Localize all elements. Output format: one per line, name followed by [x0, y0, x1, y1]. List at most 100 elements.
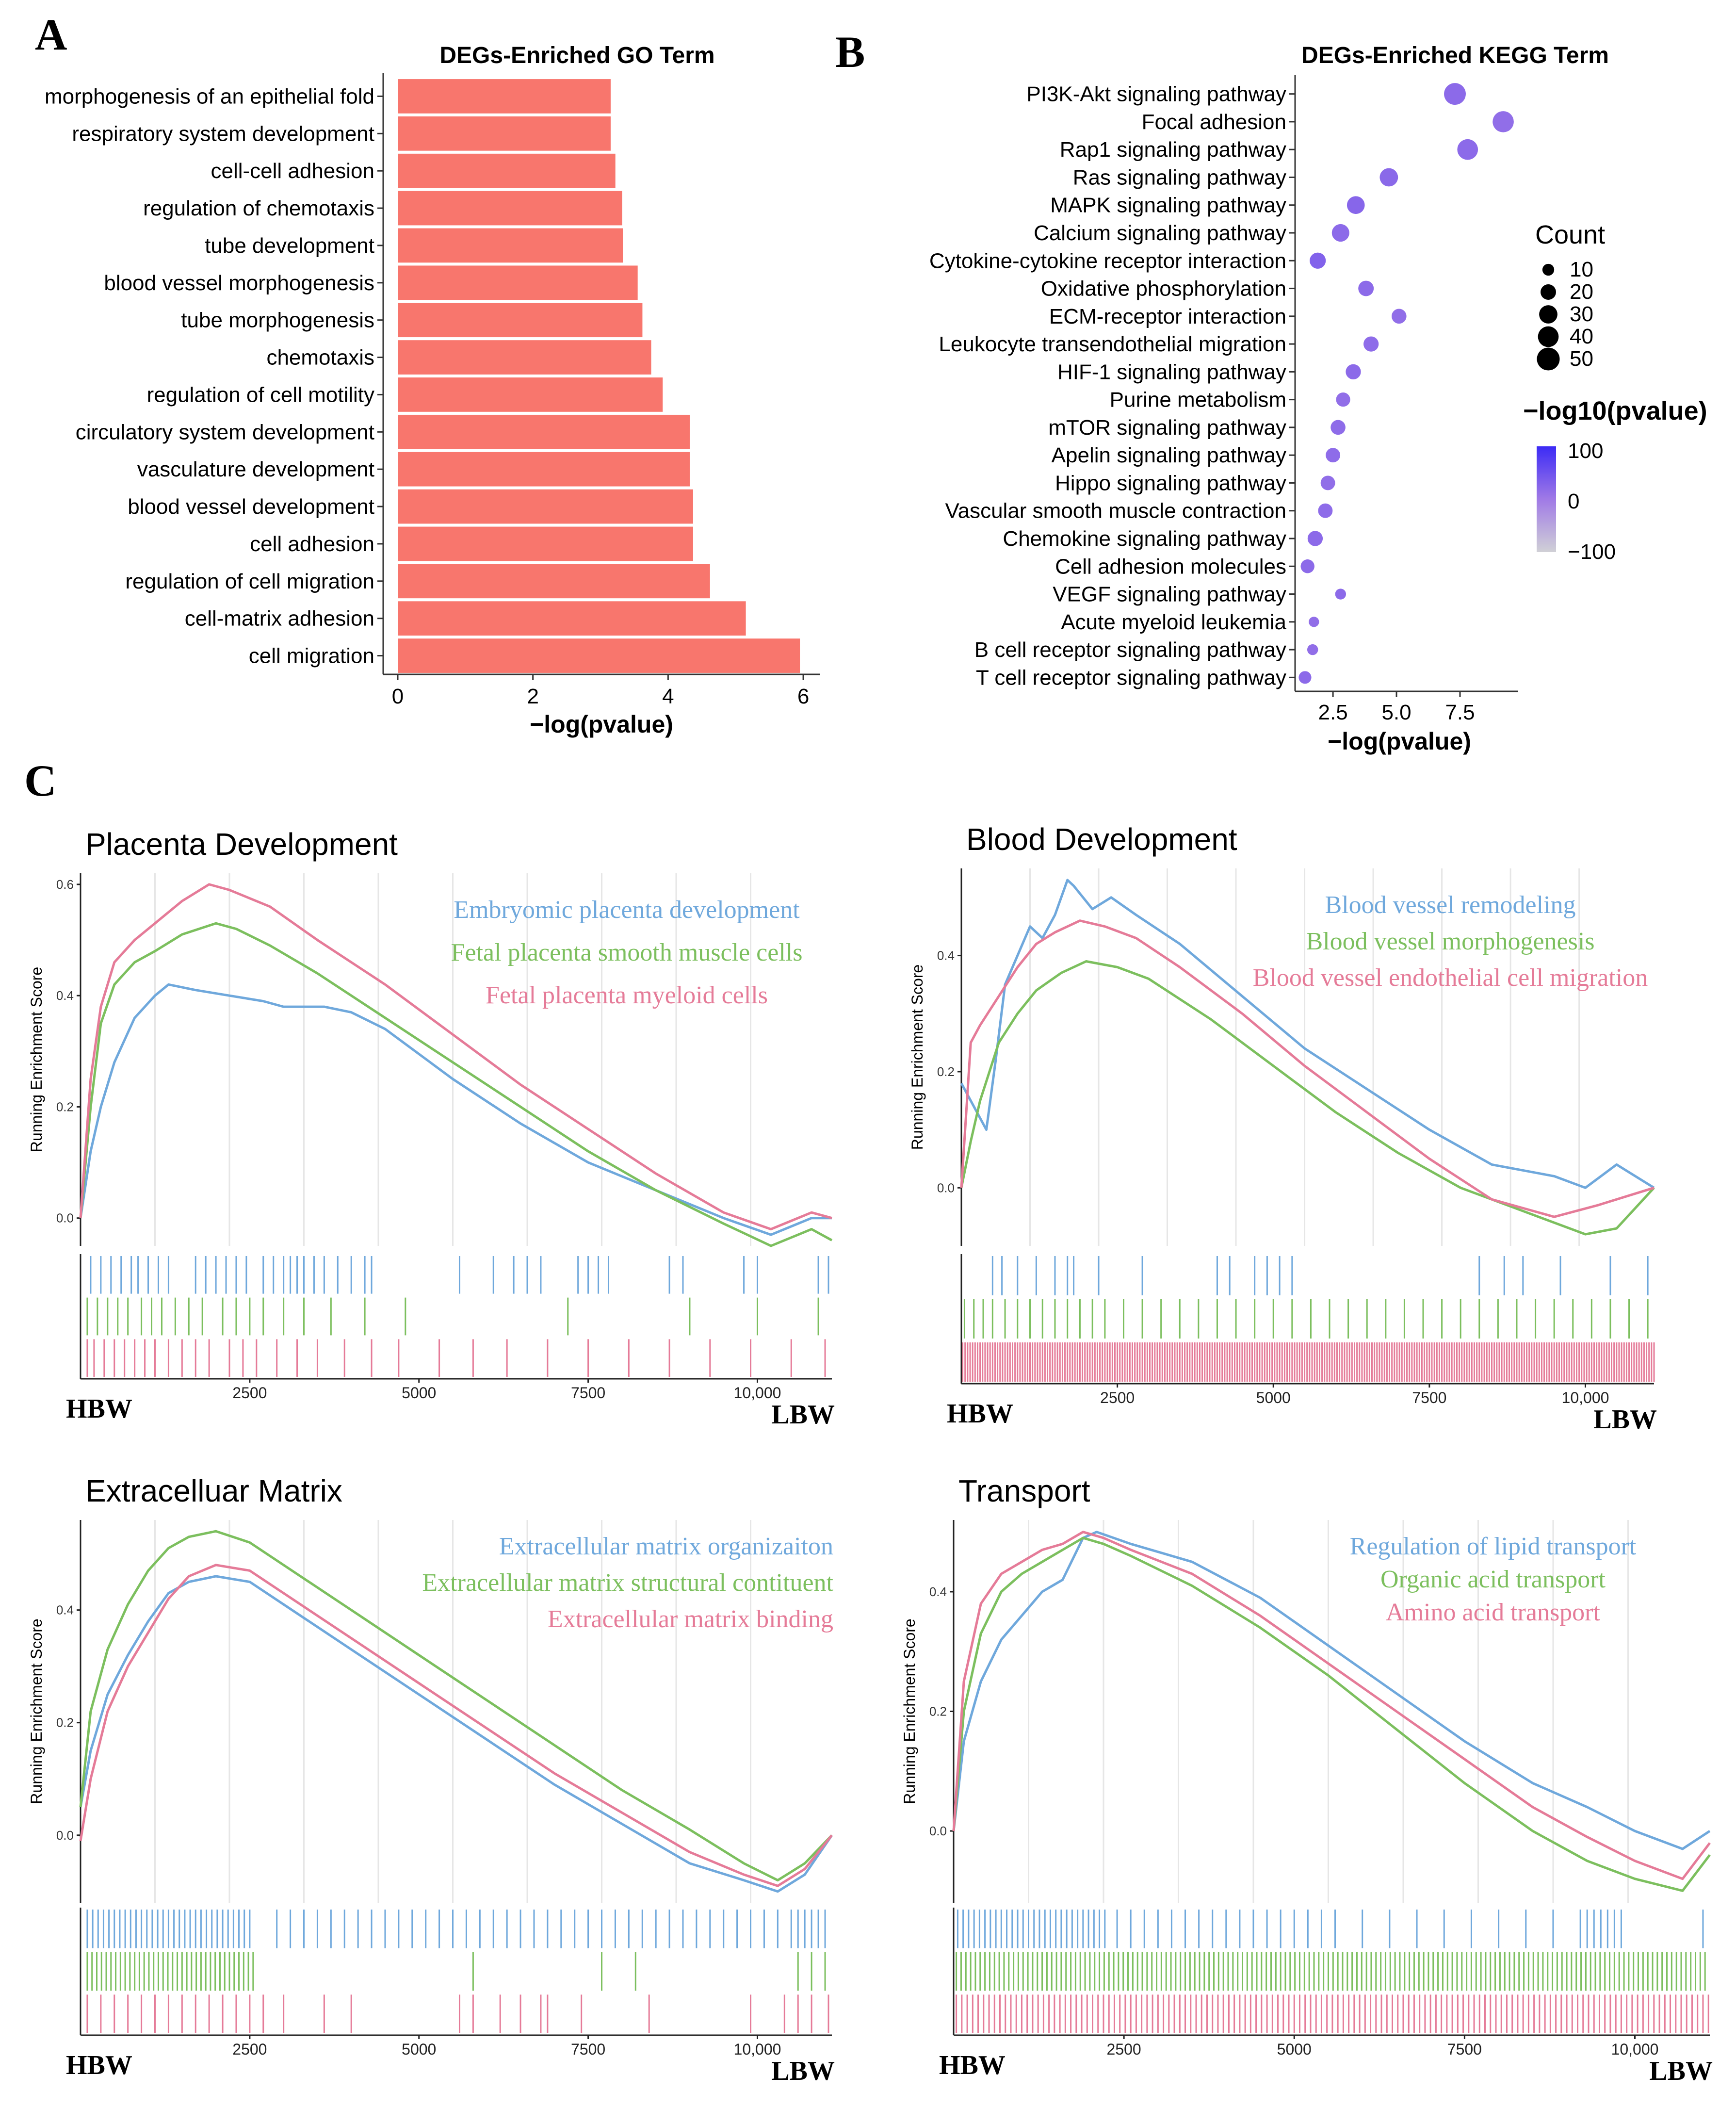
- kegg-point: [1336, 392, 1350, 407]
- gsea-series-line: [952, 1531, 1711, 1880]
- kegg-category-label: Rap1 signaling pathway: [1060, 138, 1286, 162]
- go-bar: [398, 564, 710, 599]
- gsea-x-tick-label: 7500: [1412, 1389, 1446, 1406]
- gsea-y-tick-label: 0.0: [56, 1828, 74, 1843]
- kegg-point: [1309, 617, 1319, 627]
- gsea-x-tick-label: 7500: [1447, 2041, 1482, 2058]
- gsea-series-line: [79, 1575, 833, 1893]
- kegg-point: [1335, 588, 1347, 600]
- kegg-x-tick-label: 7.5: [1445, 701, 1475, 724]
- gsea-legend-label: Amino acid transport: [1386, 1599, 1600, 1626]
- kegg-point: [1493, 111, 1514, 132]
- gsea-right-label: LBW: [1593, 1405, 1657, 1435]
- kegg-category-label: Ras signaling pathway: [1073, 165, 1286, 189]
- gsea-legend-label: Fetal placenta myeloid cells: [486, 981, 768, 1009]
- go-category-label: tube development: [205, 234, 374, 258]
- kegg-category-label: Hippo signaling pathway: [1055, 471, 1286, 495]
- gsea-y-axis-label: Running Enrichment Score: [28, 1618, 45, 1804]
- kegg-point: [1363, 336, 1379, 352]
- panel-label-c: C: [24, 756, 56, 805]
- kegg-point: [1326, 448, 1341, 463]
- go-chart-title: DEGs-Enriched GO Term: [439, 43, 714, 68]
- gsea-legend-label: Extracellular matrix organizaiton: [499, 1533, 833, 1560]
- gsea-placenta-panel: Placenta Development 0.0 0.2 0.4 0.6 Running …: [28, 827, 835, 1430]
- go-category-label: regulation of cell migration: [125, 570, 374, 593]
- gsea-series-line: [79, 983, 832, 1236]
- gsea-legend-label: Blood vessel endothelial cell migration: [1253, 964, 1648, 992]
- kegg-size-legend-dot: [1542, 263, 1555, 276]
- go-category-label: cell adhesion: [250, 532, 374, 556]
- gsea-x-tick-label: 5000: [1256, 1389, 1291, 1406]
- panel-label-a: A: [35, 10, 67, 59]
- kegg-category-label: Cytokine-cytokine receptor interaction: [929, 249, 1286, 273]
- kegg-category-label: Cell adhesion molecules: [1055, 555, 1286, 578]
- gsea-left-label: HBW: [66, 2050, 132, 2080]
- gsea-blood-panel: Blood Development 0.0 0.2 0.4 Running Enrich…: [909, 822, 1657, 1435]
- kegg-size-legend-label: 50: [1570, 347, 1593, 371]
- kegg-category-label: Acute myeloid leukemia: [1061, 610, 1286, 634]
- go-bar-chart: DEGs-Enriched GO Term morphogenesis of an…: [45, 43, 820, 738]
- go-bar: [398, 489, 693, 524]
- kegg-category-label: Leukocyte transendothelial migration: [939, 332, 1286, 356]
- go-category-label: cell-matrix adhesion: [185, 607, 374, 631]
- gsea-series-line: [952, 1536, 1711, 1892]
- kegg-category-label: B cell receptor signaling pathway: [974, 638, 1286, 662]
- gsea-x-tick-label: 5000: [402, 1384, 436, 1402]
- go-category-label: cell-cell adhesion: [211, 159, 374, 183]
- go-bar: [398, 526, 693, 561]
- go-category-label: regulation of cell motility: [146, 383, 374, 407]
- panel-label-b-text: B: [835, 27, 865, 77]
- gsea-transport-panel: Transport 0.0 0.2 0.4 Running Enrichment Sco…: [901, 1473, 1713, 2086]
- kegg-category-label: MAPK signaling pathway: [1050, 194, 1286, 217]
- panel-label-c-text: C: [24, 756, 56, 805]
- kegg-point: [1457, 139, 1478, 160]
- kegg-dot-chart: DEGs-Enriched KEGG Term PI3K-Akt signalin…: [929, 43, 1707, 755]
- gsea-y-axis-label: Running Enrichment Score: [28, 967, 45, 1152]
- go-x-tick-label: 2: [527, 685, 538, 708]
- gsea-series-line: [79, 1530, 833, 1882]
- kegg-size-legend-label: 30: [1570, 302, 1593, 326]
- kegg-size-legend-dot: [1541, 284, 1556, 300]
- kegg-category-label: VEGF signaling pathway: [1053, 583, 1286, 606]
- gsea-x-tick-label: 5000: [1277, 2041, 1312, 2058]
- gsea-series-line: [960, 960, 1655, 1236]
- gsea-series-line: [79, 922, 833, 1247]
- gsea-y-tick-label: 0.0: [929, 1824, 947, 1838]
- kegg-point: [1307, 644, 1318, 655]
- kegg-point: [1358, 280, 1374, 296]
- go-bar: [398, 452, 690, 487]
- gsea-title: Placenta Development: [85, 827, 398, 862]
- gsea-y-axis-label: Running Enrichment Score: [909, 964, 926, 1150]
- gsea-x-tick-label: 2500: [1100, 1389, 1135, 1406]
- gsea-y-tick-label: 0.4: [56, 1603, 74, 1617]
- gsea-x-tick-label: 10,000: [1611, 2041, 1659, 2058]
- go-x-tick-label: 6: [797, 685, 809, 708]
- go-bar: [398, 79, 611, 114]
- kegg-point: [1310, 252, 1326, 269]
- gsea-x-tick-label: 10,000: [1562, 1389, 1609, 1406]
- gsea-y-axis-label: Running Enrichment Score: [901, 1618, 918, 1804]
- go-category-label: respiratory system development: [72, 122, 374, 146]
- gsea-x-tick-label: 7500: [571, 1384, 605, 1402]
- kegg-point: [1347, 196, 1365, 214]
- go-x-axis-label: −log(pvalue): [530, 711, 673, 738]
- kegg-color-bar: [1537, 446, 1556, 552]
- gsea-y-tick-label: 0.0: [56, 1211, 74, 1225]
- kegg-point: [1444, 83, 1466, 105]
- gsea-series-line: [79, 1564, 833, 1887]
- gsea-legend-label: Blood vessel morphogenesis: [1306, 928, 1594, 955]
- gsea-legend-label: Blood vessel remodeling: [1325, 891, 1575, 919]
- gsea-y-tick-label: 0.2: [56, 1099, 74, 1114]
- gsea-y-tick-label: 0.2: [56, 1715, 74, 1730]
- gsea-ecm-panel: Extracelluar Matrix 0.0 0.2 0.4 Running Enri…: [28, 1473, 835, 2086]
- kegg-point: [1331, 224, 1349, 242]
- gsea-title: Extracelluar Matrix: [85, 1473, 342, 1508]
- gsea-x-tick-label: 2500: [232, 1384, 267, 1402]
- kegg-category-label: ECM-receptor interaction: [1049, 305, 1286, 328]
- kegg-category-label: Oxidative phosphorylation: [1041, 277, 1286, 301]
- gsea-legend-label: Extracellular matrix structural contitue…: [422, 1569, 833, 1597]
- kegg-x-axis-label: −log(pvalue): [1328, 728, 1471, 755]
- go-bar: [398, 116, 611, 151]
- kegg-point: [1320, 475, 1335, 490]
